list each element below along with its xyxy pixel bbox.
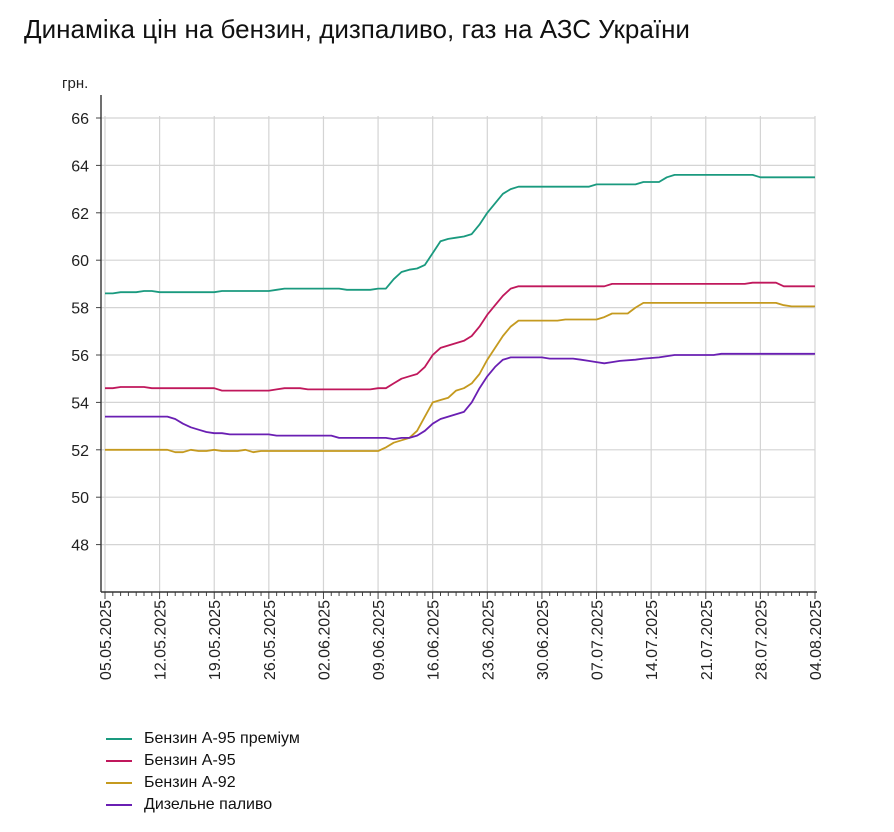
series-line-3 <box>105 352 815 440</box>
axes <box>96 95 817 599</box>
x-tick-label-7: 23.06.2025 <box>480 600 497 680</box>
x-tick-label-9: 07.07.2025 <box>590 600 607 680</box>
legend-item-2: Бензин А-92 <box>106 772 300 794</box>
x-tick-label-13: 04.08.2025 <box>808 600 825 680</box>
legend-item-0: Бензин А-95 преміум <box>106 728 300 750</box>
y-tick-label-64: 64 <box>71 158 89 175</box>
y-tick-labels: 48 50 52 54 56 58 60 62 64 66 <box>71 111 89 555</box>
y-axis-label: грн. <box>62 75 88 92</box>
series-lines <box>105 174 815 454</box>
legend-swatch-2 <box>106 782 132 784</box>
legend-item-1: Бензин А-95 <box>106 750 300 772</box>
y-tick-label-54: 54 <box>71 395 89 412</box>
legend-item-3: Дизельне паливо <box>106 794 300 816</box>
legend-label-2: Бензин А-92 <box>144 774 236 791</box>
series-line-2 <box>105 302 815 454</box>
legend-label-1: Бензин А-95 <box>144 752 236 769</box>
legend: Бензин А-95 преміум Бензин А-95 Бензин А-9… <box>106 728 300 816</box>
x-tick-label-0: 05.05.2025 <box>98 600 115 680</box>
x-tick-label-6: 16.06.2025 <box>426 600 443 680</box>
x-tick-label-4: 02.06.2025 <box>316 600 333 680</box>
x-tick-label-2: 19.05.2025 <box>207 600 224 680</box>
chart-title: Динаміка цін на бензин, дизпаливо, газ н… <box>24 14 690 44</box>
x-tick-label-1: 12.05.2025 <box>153 600 170 680</box>
y-tick-label-60: 60 <box>71 253 89 270</box>
y-tick-label-62: 62 <box>71 206 89 223</box>
series-line-0 <box>105 174 815 295</box>
y-tick-label-56: 56 <box>71 348 89 365</box>
x-tick-label-5: 09.06.2025 <box>371 600 388 680</box>
x-tick-label-11: 21.07.2025 <box>699 600 716 680</box>
grid-lines <box>101 116 816 592</box>
legend-label-3: Дизельне паливо <box>144 796 273 813</box>
y-tick-label-58: 58 <box>71 301 89 318</box>
legend-swatch-1 <box>106 760 132 762</box>
legend-swatch-3 <box>106 804 132 806</box>
y-tick-label-52: 52 <box>71 443 89 460</box>
x-tick-label-12: 28.07.2025 <box>753 600 770 680</box>
x-tick-label-8: 30.06.2025 <box>535 600 552 680</box>
legend-swatch-0 <box>106 738 132 740</box>
legend-label-0: Бензин А-95 преміум <box>144 730 300 747</box>
line-chart: 48 50 52 54 56 58 60 62 64 66 05.05.2025 12.05.202… <box>62 75 825 680</box>
y-tick-label-50: 50 <box>71 490 89 507</box>
y-tick-label-48: 48 <box>71 538 89 555</box>
x-tick-labels: 05.05.2025 12.05.2025 19.05.2025 26.05.2025… <box>98 600 825 680</box>
x-tick-label-10: 14.07.2025 <box>644 600 661 680</box>
x-tick-label-3: 26.05.2025 <box>262 600 279 680</box>
y-tick-label-66: 66 <box>71 111 89 128</box>
series-line-1 <box>105 281 815 392</box>
